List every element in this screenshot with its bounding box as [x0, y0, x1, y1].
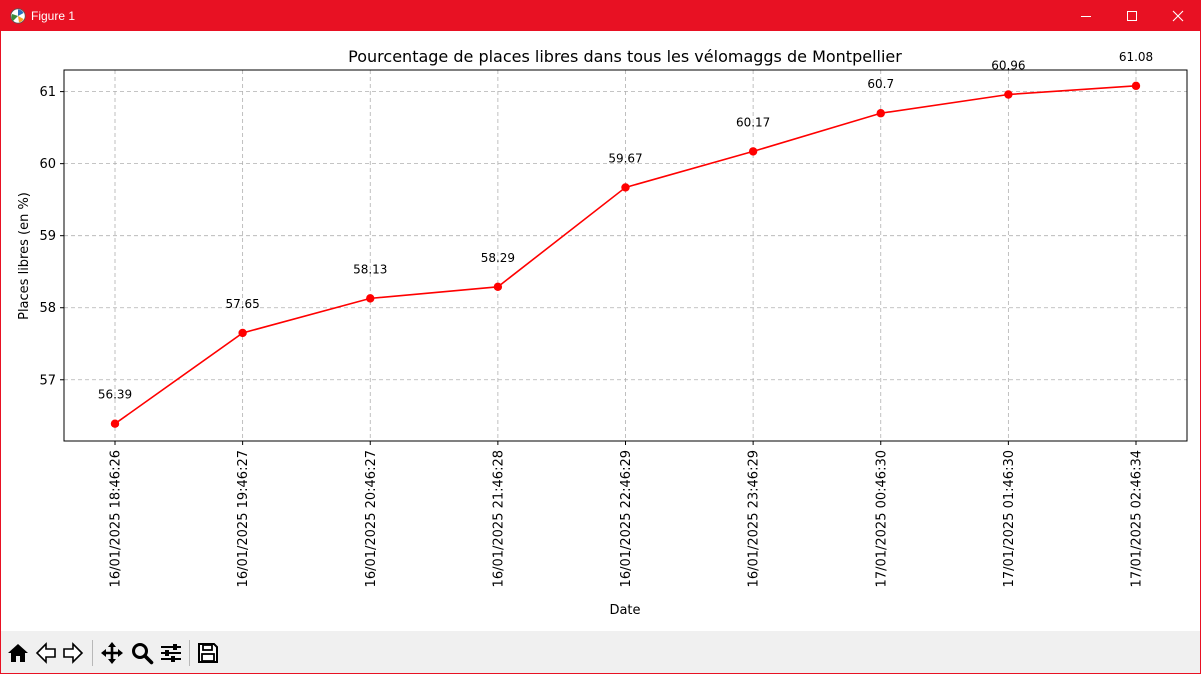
- title-bar[interactable]: Figure 1: [1, 1, 1200, 31]
- data-label: 60.96: [991, 58, 1025, 72]
- x-axis-label: Date: [609, 603, 640, 618]
- forward-button[interactable]: [59, 639, 87, 667]
- home-icon: [8, 644, 28, 662]
- y-tick-label: 57: [39, 373, 56, 388]
- navigation-toolbar: [1, 631, 1200, 673]
- minimize-icon: [1081, 16, 1091, 17]
- back-arrow-icon: [35, 642, 56, 664]
- maximize-button[interactable]: [1109, 1, 1155, 31]
- data-point: [110, 419, 120, 428]
- close-icon: [1172, 10, 1184, 22]
- y-axis-label: Places libres (en %): [17, 192, 32, 320]
- x-tick-label: 16/01/2025 23:46:29: [747, 450, 762, 587]
- data-label: 60.17: [736, 115, 770, 129]
- y-tick-label: 60: [39, 157, 56, 172]
- configure-subplots-button[interactable]: [157, 639, 185, 667]
- data-point: [748, 147, 758, 156]
- data-point: [366, 294, 375, 303]
- chart-title: Pourcentage de places libres dans tous l…: [348, 47, 902, 66]
- toolbar-separator: [189, 640, 190, 666]
- x-tick-label: 16/01/2025 22:46:29: [619, 450, 634, 587]
- series-layer: [110, 81, 1141, 428]
- data-label: 58.13: [353, 262, 387, 276]
- back-button[interactable]: [32, 639, 60, 667]
- data-label: 57.65: [225, 297, 259, 311]
- data-point: [621, 183, 630, 192]
- x-tick-label: 17/01/2025 01:46:30: [1002, 450, 1017, 587]
- configure-subplots-icon: [161, 644, 181, 662]
- pan-button[interactable]: [98, 639, 126, 667]
- data-label: 56.39: [98, 388, 132, 402]
- maximize-icon: [1127, 11, 1137, 21]
- y-tick-label: 61: [39, 85, 56, 100]
- minimize-button[interactable]: [1063, 1, 1109, 31]
- x-tick-label: 17/01/2025 02:46:34: [1130, 450, 1145, 587]
- data-point: [238, 328, 247, 338]
- x-ticks: 16/01/2025 18:46:26 16/01/2025 19:46:27 16…: [109, 441, 1145, 587]
- grid-lines: [64, 70, 1187, 441]
- line-chart: Pourcentage de places libres dans tous l…: [17, 47, 1188, 618]
- data-label: 60.7: [867, 77, 894, 91]
- y-ticks: 57 58 59 60 61: [39, 85, 64, 388]
- pan-icon: [101, 642, 123, 664]
- close-button[interactable]: [1155, 1, 1200, 31]
- save-icon: [198, 643, 218, 663]
- x-tick-label: 16/01/2025 21:46:28: [491, 450, 506, 587]
- data-labels: 56.39 57.65 58.13 58.29 59.67 60.17 60.7 60.96 6…: [98, 50, 1153, 402]
- zoom-icon: [132, 643, 154, 665]
- toolbar-separator: [92, 640, 93, 666]
- matplotlib-logo-icon: [10, 8, 26, 24]
- figure-canvas[interactable]: Pourcentage de places libres dans tous l…: [1, 31, 1200, 631]
- forward-arrow-icon: [63, 642, 84, 664]
- data-point: [493, 282, 503, 292]
- data-point: [876, 109, 885, 118]
- data-point: [1131, 81, 1141, 91]
- window-title: Figure 1: [31, 9, 76, 23]
- data-point: [1004, 90, 1013, 99]
- x-tick-label: 16/01/2025 20:46:27: [364, 450, 379, 587]
- zoom-button[interactable]: [128, 639, 156, 667]
- data-label: 58.29: [481, 251, 515, 265]
- y-tick-label: 59: [39, 229, 56, 244]
- data-label: 61.08: [1119, 50, 1153, 64]
- x-tick-label: 16/01/2025 19:46:27: [236, 450, 251, 587]
- y-tick-label: 58: [39, 301, 56, 316]
- data-label: 59.67: [608, 151, 642, 165]
- x-tick-label: 16/01/2025 18:46:26: [109, 450, 124, 587]
- x-tick-label: 17/01/2025 00:46:30: [874, 450, 889, 587]
- save-button[interactable]: [194, 639, 222, 667]
- home-button[interactable]: [4, 639, 32, 667]
